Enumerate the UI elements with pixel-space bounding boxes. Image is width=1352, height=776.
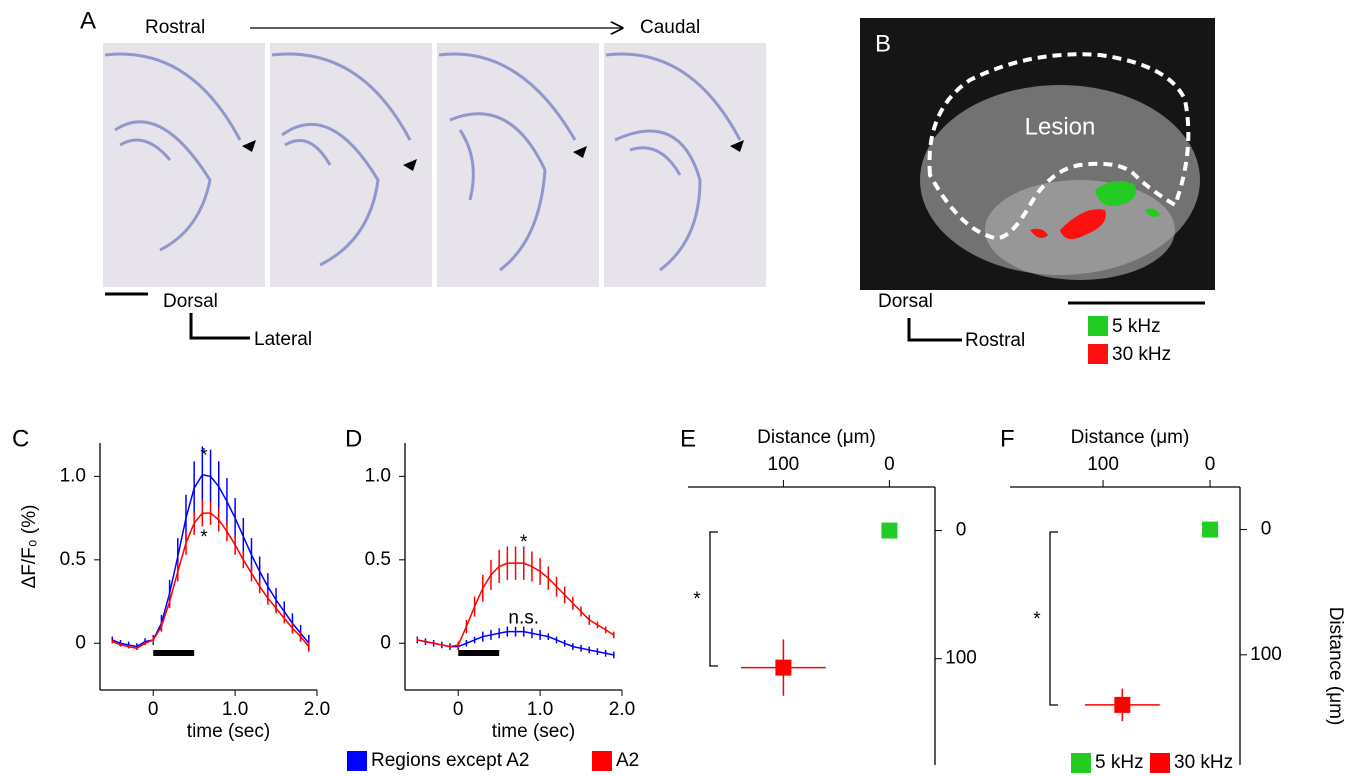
series-line <box>417 562 615 648</box>
y-tick-label: 0 <box>380 632 391 653</box>
orientation-vertical: Dorsal <box>878 291 933 312</box>
legend-label: 5 kHz <box>1112 316 1161 337</box>
orientation-vertical: Dorsal <box>163 291 218 312</box>
y-tick-label: 0 <box>956 520 967 541</box>
panel-label: D <box>345 425 362 452</box>
legend-label: 30 kHz <box>1174 752 1233 773</box>
x-tick-label: 100 <box>768 454 800 475</box>
x-tick-label: 0 <box>1205 454 1216 475</box>
legend-label: A2 <box>616 750 639 771</box>
x-tick-label: 0 <box>884 454 895 475</box>
legend-swatch <box>1150 753 1170 773</box>
annotation: n.s. <box>508 607 539 628</box>
significance-bracket <box>1049 531 1058 706</box>
lesion-outline <box>927 52 1191 241</box>
annotation: * <box>200 527 208 548</box>
direction-end: Caudal <box>640 17 700 38</box>
x-axis-label: time (sec) <box>492 721 575 742</box>
orientation-horizontal: Rostral <box>965 330 1025 351</box>
x-tick-label: 100 <box>1087 454 1119 475</box>
legend-swatch <box>1088 316 1108 336</box>
point <box>775 659 792 676</box>
annotation: * <box>200 445 208 466</box>
x-tick-label: 2.0 <box>609 699 635 720</box>
annotation: * <box>520 532 528 553</box>
section-image <box>437 43 599 287</box>
x-tick-label: 1.0 <box>527 699 553 720</box>
y-tick-label: 100 <box>945 648 977 669</box>
panel-label: C <box>12 425 29 452</box>
panel-label: E <box>680 425 696 452</box>
x-axis-label: Distance (μm) <box>757 427 876 448</box>
panel-label: B <box>875 30 891 57</box>
legend-label: 5 kHz <box>1095 752 1144 773</box>
point <box>1114 696 1131 713</box>
y-tick-label: 1.0 <box>365 465 391 486</box>
orientation-axes <box>189 313 250 340</box>
legend-swatch <box>347 751 367 771</box>
panel-label: A <box>80 7 96 34</box>
histology-images <box>103 43 766 287</box>
section-image <box>103 43 265 287</box>
y-axis-label: Distance (μm) <box>1325 607 1346 726</box>
y-tick-label: 0.5 <box>365 549 391 570</box>
y-tick-label: 0 <box>1261 519 1272 540</box>
panel-b: Lesion B Dorsal Rostral 5 kHz 30 kHz <box>860 18 1215 365</box>
legend-swatch <box>1088 344 1108 364</box>
panel-label: F <box>1000 425 1015 452</box>
annotation: * <box>693 589 701 610</box>
x-tick-label: 2.0 <box>304 699 330 720</box>
x-tick-label: 0 <box>148 699 159 720</box>
legend-swatch <box>592 751 612 771</box>
annotation: * <box>1033 609 1041 630</box>
x-tick-label: 1.0 <box>222 699 248 720</box>
y-tick-label: 1.0 <box>60 465 86 486</box>
x-tick-label: 0 <box>453 699 464 720</box>
y-tick-label: 0 <box>75 632 86 653</box>
section-image <box>604 43 766 287</box>
y-axis-label: ΔF/F₀ (%) <box>19 505 40 589</box>
legend-label: 30 kHz <box>1112 344 1171 365</box>
series-line <box>111 512 310 650</box>
response-30khz <box>1030 209 1106 239</box>
x-axis-label: time (sec) <box>187 721 270 742</box>
response-5khz <box>1145 208 1160 218</box>
x-axis-label: Distance (μm) <box>1071 427 1190 448</box>
y-tick-label: 100 <box>1250 644 1282 665</box>
orientation-axes <box>907 318 962 342</box>
significance-bracket <box>709 531 718 667</box>
panel-a: A Rostral Caudal Dorsal Lateral <box>80 7 766 350</box>
legend-label: Regions except A2 <box>371 750 529 771</box>
point <box>1202 521 1219 538</box>
y-tick-label: 0.5 <box>60 549 86 570</box>
series-line <box>111 473 310 648</box>
lesion-label: Lesion <box>1025 113 1096 140</box>
point <box>881 522 898 539</box>
response-5khz <box>1095 181 1136 206</box>
orientation-horizontal: Lateral <box>254 329 312 350</box>
legend-swatch <box>1071 753 1091 773</box>
direction-start: Rostral <box>145 17 205 38</box>
